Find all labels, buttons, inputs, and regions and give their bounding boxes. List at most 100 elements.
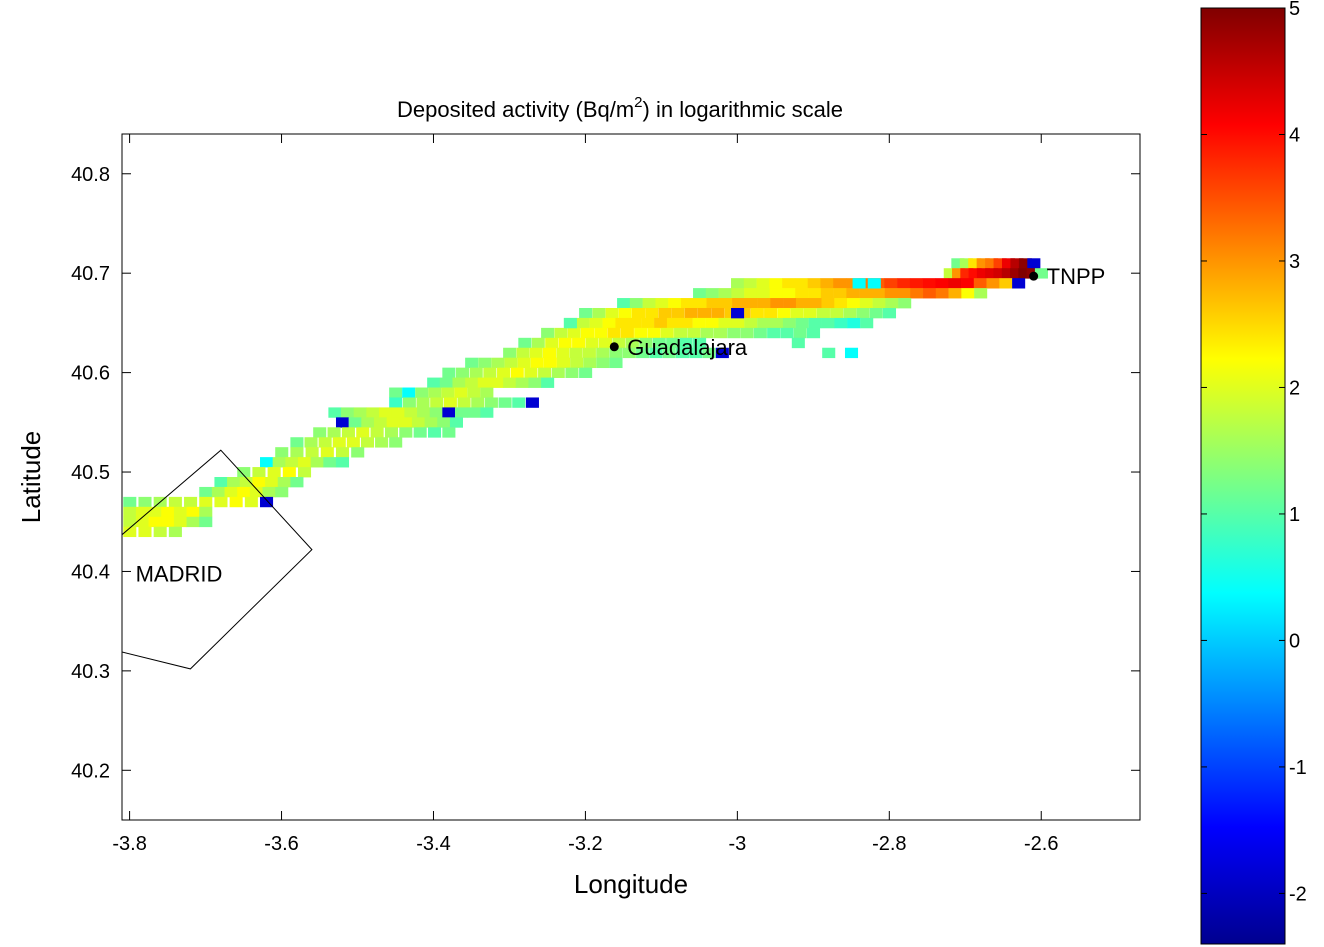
heatmap-cell xyxy=(843,307,857,319)
heatmap-cell xyxy=(335,417,350,428)
heatmap-cell xyxy=(808,317,822,329)
heatmap-cell xyxy=(596,347,610,359)
heatmap-cell xyxy=(161,506,175,518)
heatmap-cell xyxy=(484,397,498,408)
heatmap-cell xyxy=(579,307,593,319)
heatmap-cell xyxy=(847,298,861,309)
heatmap-cell xyxy=(579,367,593,378)
heatmap-cell xyxy=(1027,258,1041,269)
heatmap-cell xyxy=(948,288,962,299)
heatmap-cell xyxy=(580,327,595,339)
heatmap-cell xyxy=(545,337,559,349)
heatmap-cell xyxy=(310,457,324,468)
heatmap-cell xyxy=(556,357,571,369)
heatmap-cell xyxy=(674,327,688,339)
heatmap-cell xyxy=(679,317,693,329)
heatmap-cell xyxy=(424,417,438,428)
heatmap-cell xyxy=(713,327,727,339)
heatmap-cell xyxy=(744,317,758,329)
heatmap-cell xyxy=(767,327,781,339)
heatmap-cell xyxy=(467,387,481,398)
heatmap-cell xyxy=(702,347,716,359)
heatmap-cell xyxy=(821,317,835,329)
heatmap-cell xyxy=(497,367,511,378)
heatmap-cell xyxy=(298,467,312,478)
heatmap-cell xyxy=(803,307,817,319)
heatmap-cell xyxy=(320,447,334,458)
colorbar-axis: -2 -1 0 1 2 3 4 5 xyxy=(1201,0,1307,905)
y-axis: 40.2 40.3 40.4 40.5 40.6 40.7 40.8 xyxy=(71,164,1140,782)
heatmap-cell xyxy=(795,317,809,329)
heatmap-cell xyxy=(386,417,400,428)
heatmap-cell xyxy=(465,377,479,388)
heatmap-cell xyxy=(290,447,304,458)
heatmap-cell xyxy=(498,397,512,408)
heatmap-cell xyxy=(282,467,296,478)
heatmap-cell xyxy=(884,288,898,299)
heatmap-cell xyxy=(567,327,581,339)
heatmap-cell xyxy=(693,288,707,299)
heatmap-cell xyxy=(252,477,266,488)
colorbar-tick-label: -2 xyxy=(1289,883,1307,905)
heatmap-cell xyxy=(753,327,767,339)
heatmap-cell xyxy=(693,298,707,309)
heatmap-cell xyxy=(465,357,479,369)
heatmap-cell xyxy=(529,347,543,359)
heatmap-cell xyxy=(528,377,542,388)
heatmap-cell xyxy=(897,288,911,299)
heatmap-cell xyxy=(389,387,403,398)
heatmap-cell xyxy=(731,278,745,289)
heatmap-cell xyxy=(173,506,187,518)
heatmap-cell xyxy=(973,278,987,289)
heatmap-cell xyxy=(596,357,610,369)
heatmap-cell xyxy=(262,486,276,498)
heatmap-cell xyxy=(348,417,362,428)
heatmap-cell xyxy=(304,437,318,448)
heatmap-cell xyxy=(313,427,327,438)
heatmap-cell xyxy=(684,307,698,319)
location-marker xyxy=(1029,271,1039,281)
heatmap-cell xyxy=(148,516,162,528)
heatmap-cell xyxy=(844,347,859,359)
heatmap-cell xyxy=(518,337,532,349)
heatmap-cell xyxy=(618,307,632,319)
heatmap-cell xyxy=(184,496,198,508)
heatmap-cell xyxy=(341,407,355,418)
plot-frame xyxy=(121,133,1141,821)
heatmap-cell xyxy=(687,327,701,339)
heatmap-cell xyxy=(583,357,597,369)
heatmap-cell xyxy=(612,337,626,349)
heatmap-cell xyxy=(782,288,796,299)
heatmap-cell xyxy=(791,337,805,349)
heatmap-cell xyxy=(961,288,975,299)
heatmap-cell xyxy=(993,258,1007,269)
heatmap-cell xyxy=(628,317,642,329)
heatmap-cell xyxy=(589,317,603,329)
heatmap-cell xyxy=(808,288,822,299)
heatmap-cell xyxy=(541,377,555,388)
heatmap-cell xyxy=(647,327,661,339)
heatmap-cell xyxy=(922,278,936,289)
heatmap-cell xyxy=(872,298,886,309)
heatmap-cell xyxy=(807,327,821,339)
heatmap-cell xyxy=(743,278,757,289)
heatmap-cell xyxy=(490,377,504,388)
heatmap-cell xyxy=(641,317,655,329)
annotation-label: TNPP xyxy=(1047,264,1106,289)
heatmap-cell xyxy=(515,377,529,388)
heatmap-cell xyxy=(807,278,821,289)
y-tick-label: 40.6 xyxy=(71,363,110,385)
heatmap-cell xyxy=(666,317,681,329)
heatmap-cell xyxy=(229,496,243,508)
heatmap-cell xyxy=(123,516,137,528)
heatmap-cell xyxy=(356,427,370,438)
heatmap-cell xyxy=(411,417,426,428)
colorbar-tick-label: 0 xyxy=(1289,630,1300,652)
heatmap-cell xyxy=(373,417,388,428)
heatmap-cell xyxy=(346,437,360,448)
heatmap-cell xyxy=(869,307,883,319)
heatmap-cell xyxy=(782,317,796,329)
heatmap-cell xyxy=(478,357,492,369)
heatmap-cell xyxy=(639,337,653,349)
heatmap-cell xyxy=(852,278,866,289)
